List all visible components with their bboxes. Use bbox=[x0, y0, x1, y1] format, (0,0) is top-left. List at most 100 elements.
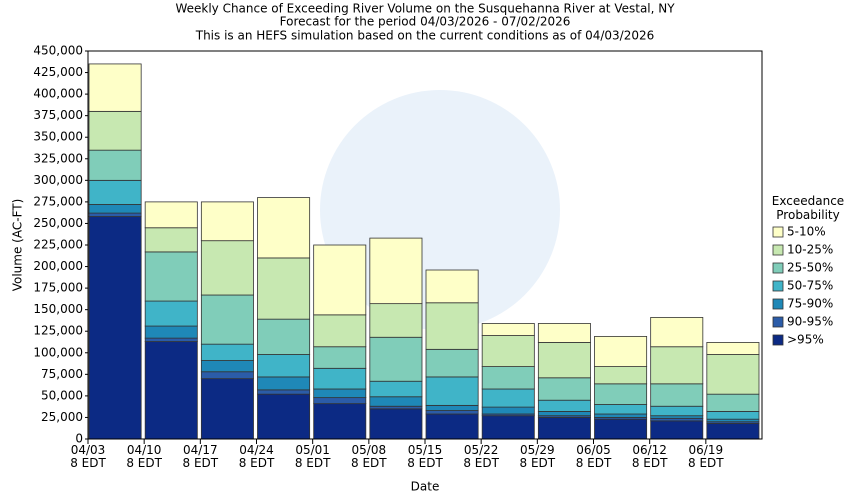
y-tick-label: 100,000 bbox=[33, 345, 83, 359]
bar-segment bbox=[88, 63, 142, 112]
x-tick-label: 04/10 8 EDT bbox=[126, 443, 162, 470]
y-tick-label: 125,000 bbox=[33, 324, 83, 338]
bar-segment bbox=[257, 318, 311, 355]
bar-segment bbox=[200, 343, 254, 361]
bar-segment bbox=[481, 323, 535, 336]
bar-segment bbox=[537, 377, 591, 401]
bar-segment bbox=[481, 415, 535, 440]
x-tick-label: 05/08 8 EDT bbox=[351, 443, 387, 470]
bar-segment bbox=[369, 237, 423, 305]
plot-frame bbox=[87, 50, 763, 440]
legend-label: 5-10% bbox=[787, 225, 826, 239]
bar-segment bbox=[425, 348, 479, 378]
bar-segment bbox=[144, 227, 198, 253]
y-tick-label: 250,000 bbox=[33, 216, 83, 230]
bar-segment bbox=[425, 404, 479, 411]
y-tick-label: 0 bbox=[75, 432, 83, 446]
legend-swatch bbox=[772, 262, 784, 274]
y-tick-label: 25,000 bbox=[41, 410, 83, 424]
bar-segment bbox=[88, 204, 142, 214]
x-tick-label: 05/15 8 EDT bbox=[407, 443, 443, 470]
bar-segment bbox=[537, 323, 591, 343]
legend-title: Exceedance Probability bbox=[771, 194, 845, 222]
bar-segment bbox=[200, 378, 254, 440]
bar-segment bbox=[706, 393, 760, 412]
bar-segment bbox=[594, 418, 648, 440]
legend-label: 50-75% bbox=[787, 279, 833, 293]
bar-segment bbox=[650, 383, 704, 407]
x-tick-label: 05/22 8 EDT bbox=[463, 443, 499, 470]
x-tick-label: 04/24 8 EDT bbox=[238, 443, 275, 470]
legend-label: 25-50% bbox=[787, 261, 833, 275]
y-tick-label: 400,000 bbox=[33, 87, 83, 101]
bar-segment bbox=[706, 342, 760, 355]
bar-segment bbox=[481, 366, 535, 390]
bar-segment bbox=[425, 269, 479, 304]
bar-segment bbox=[200, 360, 254, 373]
bar-segment bbox=[650, 405, 704, 417]
bar-segment bbox=[594, 404, 648, 415]
bar-segment bbox=[369, 303, 423, 338]
bar-segment bbox=[481, 388, 535, 408]
bar-segment bbox=[88, 149, 142, 181]
bar-segment bbox=[369, 408, 423, 440]
bar-segment bbox=[537, 417, 591, 440]
bar-segment bbox=[313, 367, 367, 390]
bar-segment bbox=[88, 179, 142, 205]
y-tick-label: 325,000 bbox=[33, 151, 83, 165]
bar-segment bbox=[650, 346, 704, 385]
bar-segment bbox=[144, 201, 198, 229]
x-tick-label: 04/03 8 EDT bbox=[70, 443, 106, 470]
y-tick-label: 300,000 bbox=[33, 173, 83, 187]
legend-swatch bbox=[772, 334, 784, 346]
bar-segment bbox=[200, 201, 254, 242]
bar-segment bbox=[481, 406, 535, 415]
bar-segment bbox=[537, 411, 591, 417]
bar-segment bbox=[650, 317, 704, 348]
bar-segment bbox=[369, 396, 423, 407]
y-axis-label: Volume (AC-FT) bbox=[11, 199, 25, 292]
bar-segment bbox=[369, 336, 423, 382]
x-tick-label: 06/12 8 EDT bbox=[631, 443, 668, 470]
bar-segment bbox=[313, 346, 367, 369]
legend-swatch bbox=[772, 244, 784, 256]
bar-segment bbox=[144, 341, 198, 440]
chart-subtitle: Forecast for the period 04/03/2026 - 07/… bbox=[280, 15, 571, 29]
bar-segment bbox=[425, 410, 479, 415]
bar-segment bbox=[706, 411, 760, 420]
bar-segment bbox=[313, 403, 367, 440]
y-tick-label: 350,000 bbox=[33, 130, 83, 144]
y-tick-label: 450,000 bbox=[33, 44, 83, 58]
bar-segment bbox=[425, 376, 479, 406]
bar-segment bbox=[481, 335, 535, 367]
bar-segment bbox=[594, 335, 648, 367]
bar-segment bbox=[257, 389, 311, 395]
bar-segment bbox=[200, 294, 254, 345]
y-tick-label: 425,000 bbox=[33, 65, 83, 79]
x-tick-label: 04/17 8 EDT bbox=[182, 443, 219, 470]
y-tick-label: 275,000 bbox=[33, 194, 83, 208]
bar-segment bbox=[313, 397, 367, 405]
bar-segment bbox=[594, 383, 648, 405]
x-tick-label: 06/05 8 EDT bbox=[575, 443, 612, 470]
bar-segment bbox=[144, 325, 198, 339]
bar-segment bbox=[88, 110, 142, 151]
bar-segment bbox=[650, 420, 704, 440]
legend-label: >95% bbox=[787, 333, 824, 347]
y-tick-label: 75,000 bbox=[41, 367, 83, 381]
legend-swatch bbox=[772, 226, 784, 238]
bar-segment bbox=[369, 380, 423, 398]
bar-segment bbox=[257, 354, 311, 378]
bar-segment bbox=[706, 354, 760, 395]
bar-segment bbox=[88, 212, 142, 217]
bar-segment bbox=[200, 240, 254, 296]
y-tick-label: 150,000 bbox=[33, 302, 83, 316]
legend-swatch bbox=[772, 298, 784, 310]
bar-segment bbox=[257, 393, 311, 440]
bar-segment bbox=[257, 257, 311, 320]
bar-segment bbox=[594, 366, 648, 385]
bar-segment bbox=[257, 376, 311, 391]
bar-segment bbox=[594, 413, 648, 418]
